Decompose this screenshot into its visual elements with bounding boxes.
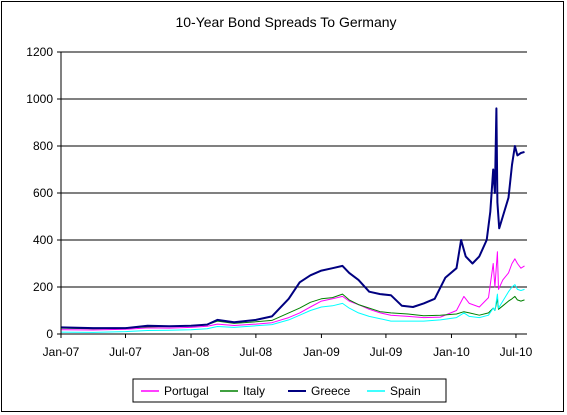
series-lines (60, 107, 525, 333)
x-axis-ticks: Jan-07 Jul-07 Jan-08 Jul-08 Jan-09 Jul-09 Jan-… (43, 334, 533, 359)
y-tick-label: 1000 (26, 92, 53, 106)
x-tick-label: Jul-08 (240, 345, 273, 359)
y-tick-label: 0 (46, 327, 53, 341)
y-tick-label: 800 (33, 139, 53, 153)
series-line-portugal (60, 251, 525, 331)
y-axis-ticks: 0 200 400 600 800 1000 1200 (26, 45, 61, 341)
legend-label-spain: Spain (390, 384, 421, 398)
y-tick-label: 1200 (26, 45, 53, 59)
x-tick-label: Jan-09 (303, 345, 340, 359)
legend-label-portugal: Portugal (164, 384, 209, 398)
x-tick-label: Jan-07 (43, 345, 80, 359)
axes (60, 52, 527, 335)
y-tick-label: 200 (33, 280, 53, 294)
legend-label-greece: Greece (311, 384, 351, 398)
series-line-greece (60, 107, 525, 330)
series-line-spain (60, 284, 525, 333)
x-tick-label: Jan-10 (433, 345, 470, 359)
legend-label-italy: Italy (243, 384, 265, 398)
y-tick-label: 600 (33, 186, 53, 200)
y-tick-label: 400 (33, 233, 53, 247)
chart-title: 10-Year Bond Spreads To Germany (175, 14, 396, 30)
x-tick-label: Jan-08 (173, 345, 210, 359)
gridlines (61, 51, 527, 288)
x-tick-label: Jul-07 (109, 345, 142, 359)
x-tick-label: Jul-10 (500, 345, 533, 359)
legend: Portugal Italy Greece Spain (132, 378, 447, 403)
x-tick-label: Jul-09 (370, 345, 403, 359)
